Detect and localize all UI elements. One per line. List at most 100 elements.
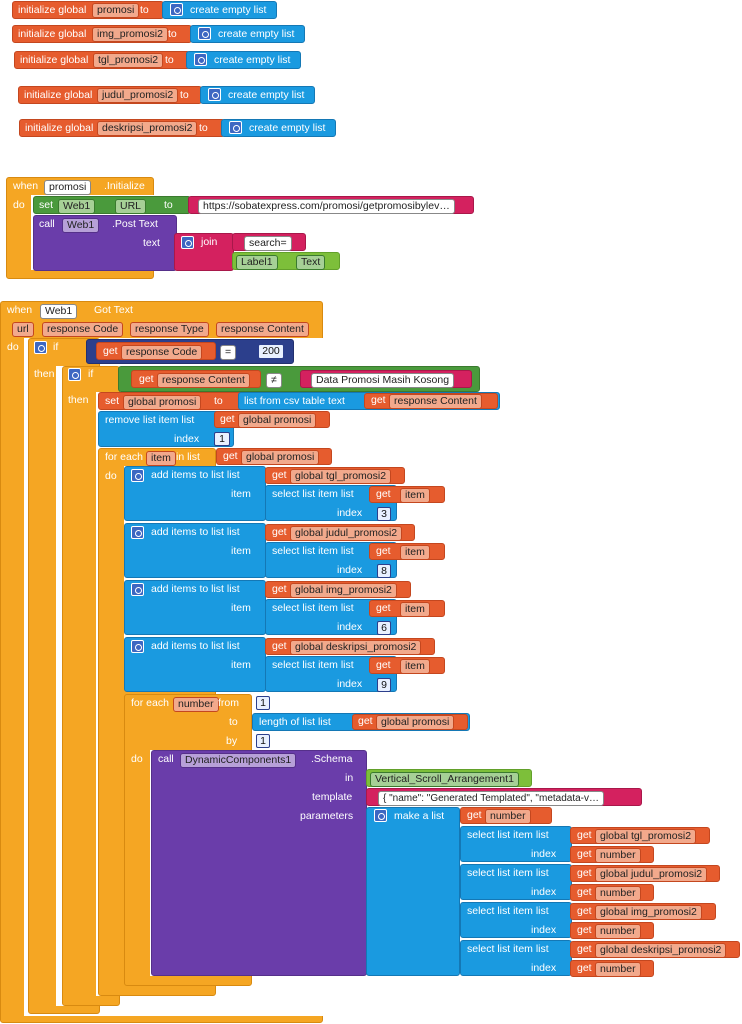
gear-icon[interactable] xyxy=(198,27,211,40)
num-1[interactable]: 1 xyxy=(256,734,270,748)
vsa-dropdown[interactable]: Vertical_Scroll_Arrangement1 xyxy=(370,772,519,787)
response-content-dropdown[interactable]: response Content xyxy=(389,394,482,409)
param-response-content[interactable]: response Content xyxy=(216,322,309,337)
search-text-value[interactable]: search= xyxy=(244,236,292,251)
template-label: template xyxy=(312,791,353,803)
add-items-block[interactable] xyxy=(124,466,266,521)
gear-icon[interactable] xyxy=(229,121,242,134)
param-response-code[interactable]: response Code xyxy=(42,322,124,337)
gear-icon[interactable] xyxy=(34,341,47,354)
num-200[interactable]: 200 xyxy=(258,344,284,359)
list-dropdown[interactable]: global img_promosi2 xyxy=(595,905,702,920)
index-value[interactable]: 9 xyxy=(377,678,391,692)
dc-dropdown[interactable]: DynamicComponents1 xyxy=(180,753,297,768)
item-label: item xyxy=(231,488,251,500)
gear-icon[interactable] xyxy=(131,469,144,482)
select-list-item-block[interactable] xyxy=(460,902,572,938)
global-label: initialize global xyxy=(25,122,94,134)
param-url[interactable]: url xyxy=(12,322,34,337)
index-value[interactable]: 8 xyxy=(377,564,391,578)
add-items-block[interactable] xyxy=(124,580,266,635)
number-dropdown[interactable]: number xyxy=(485,809,531,824)
global-promosi-dropdown[interactable]: global promosi xyxy=(241,450,320,465)
item-dropdown[interactable]: item xyxy=(400,488,430,503)
number-dropdown[interactable]: number xyxy=(595,924,641,939)
get-label: get xyxy=(272,583,287,595)
gear-icon[interactable] xyxy=(68,368,81,381)
label-dropdown[interactable]: Label1 xyxy=(236,255,278,270)
global-name[interactable]: img_promosi2 xyxy=(92,27,168,42)
event-label: .Initialize xyxy=(104,180,145,192)
select-list-item-block[interactable] xyxy=(460,826,572,862)
index-label: index xyxy=(337,507,363,519)
number-dropdown[interactable]: number xyxy=(595,848,641,863)
template-text-value[interactable]: { "name": "Generated Templated", "metada… xyxy=(378,791,605,806)
gear-icon[interactable] xyxy=(181,236,194,249)
create-empty-list-block[interactable] xyxy=(190,25,305,43)
empty-text-value[interactable]: Data Promosi Masih Kosong xyxy=(311,373,455,388)
response-content-dropdown[interactable]: response Content xyxy=(157,373,250,388)
component-dropdown[interactable]: promosi xyxy=(44,180,92,195)
index-value[interactable]: 6 xyxy=(377,621,391,635)
param-response-type[interactable]: response Type xyxy=(130,322,209,337)
web-dropdown[interactable]: Web1 xyxy=(58,199,96,214)
item-dropdown[interactable]: item xyxy=(400,659,430,674)
global-promosi-dropdown[interactable]: global promosi xyxy=(238,413,317,428)
index-label: index xyxy=(337,621,363,633)
eq-dropdown[interactable]: = xyxy=(220,345,237,360)
item-var[interactable]: item xyxy=(146,451,176,466)
list-dropdown[interactable]: global deskripsi_promosi2 xyxy=(290,640,422,655)
component-dropdown[interactable]: Web1 xyxy=(40,304,78,319)
gear-icon[interactable] xyxy=(131,640,144,653)
item-dropdown[interactable]: item xyxy=(400,545,430,560)
neq-dropdown[interactable]: ≠ xyxy=(266,373,282,388)
num-1[interactable]: 1 xyxy=(214,432,230,446)
list-dropdown[interactable]: global tgl_promosi2 xyxy=(290,469,392,484)
num-1[interactable]: 1 xyxy=(256,696,270,710)
make-list-label: make a list xyxy=(394,810,445,822)
list-dropdown[interactable]: global deskripsi_promosi2 xyxy=(595,943,727,958)
number-dropdown[interactable]: number xyxy=(595,886,641,901)
remove-list-item-block[interactable] xyxy=(98,411,234,447)
global-name[interactable]: judul_promosi2 xyxy=(97,88,179,103)
gear-icon[interactable] xyxy=(374,809,387,822)
global-promosi-dropdown[interactable]: global promosi xyxy=(376,715,455,730)
list-dropdown[interactable]: global judul_promosi2 xyxy=(595,867,708,882)
web-dropdown[interactable]: Web1 xyxy=(62,218,100,233)
item-dropdown[interactable]: item xyxy=(400,602,430,617)
call-schema-block[interactable] xyxy=(151,750,367,976)
make-list-block[interactable] xyxy=(366,807,460,976)
create-empty-list-block[interactable] xyxy=(200,86,315,104)
global-name[interactable]: promosi xyxy=(92,3,140,18)
add-items-block[interactable] xyxy=(124,637,266,692)
create-empty-list-label: create empty list xyxy=(249,122,326,134)
global-name[interactable]: deskripsi_promosi2 xyxy=(97,121,198,136)
create-empty-list-block[interactable] xyxy=(221,119,336,137)
select-list-item-block[interactable] xyxy=(460,864,572,900)
list-dropdown[interactable]: global tgl_promosi2 xyxy=(595,829,697,844)
index-label: index xyxy=(531,848,557,860)
create-empty-list-block[interactable] xyxy=(162,1,277,19)
url-text-value[interactable]: https://sobatexpress.com/promosi/getprom… xyxy=(198,199,455,214)
index-value[interactable]: 3 xyxy=(377,507,391,521)
do-label: do xyxy=(7,341,19,353)
create-empty-list-block[interactable] xyxy=(186,51,301,69)
label-prop-dropdown[interactable]: Text xyxy=(296,255,326,270)
gear-icon[interactable] xyxy=(131,526,144,539)
add-items-block[interactable] xyxy=(124,523,266,578)
gear-icon[interactable] xyxy=(131,583,144,596)
for-each-label: for each xyxy=(105,451,143,463)
prop-dropdown[interactable]: URL xyxy=(115,199,147,214)
number-dropdown[interactable]: number xyxy=(595,962,641,977)
select-list-item-block[interactable] xyxy=(460,940,572,976)
index-label: index xyxy=(337,678,363,690)
gear-icon[interactable] xyxy=(208,88,221,101)
gear-icon[interactable] xyxy=(194,53,207,66)
list-dropdown[interactable]: global img_promosi2 xyxy=(290,583,397,598)
global-name[interactable]: tgl_promosi2 xyxy=(93,53,164,68)
number-var[interactable]: number xyxy=(173,697,219,712)
response-code-dropdown[interactable]: response Code xyxy=(121,345,203,360)
gear-icon[interactable] xyxy=(170,3,183,16)
global-promosi-dropdown[interactable]: global promosi xyxy=(123,395,202,410)
list-dropdown[interactable]: global judul_promosi2 xyxy=(290,526,403,541)
